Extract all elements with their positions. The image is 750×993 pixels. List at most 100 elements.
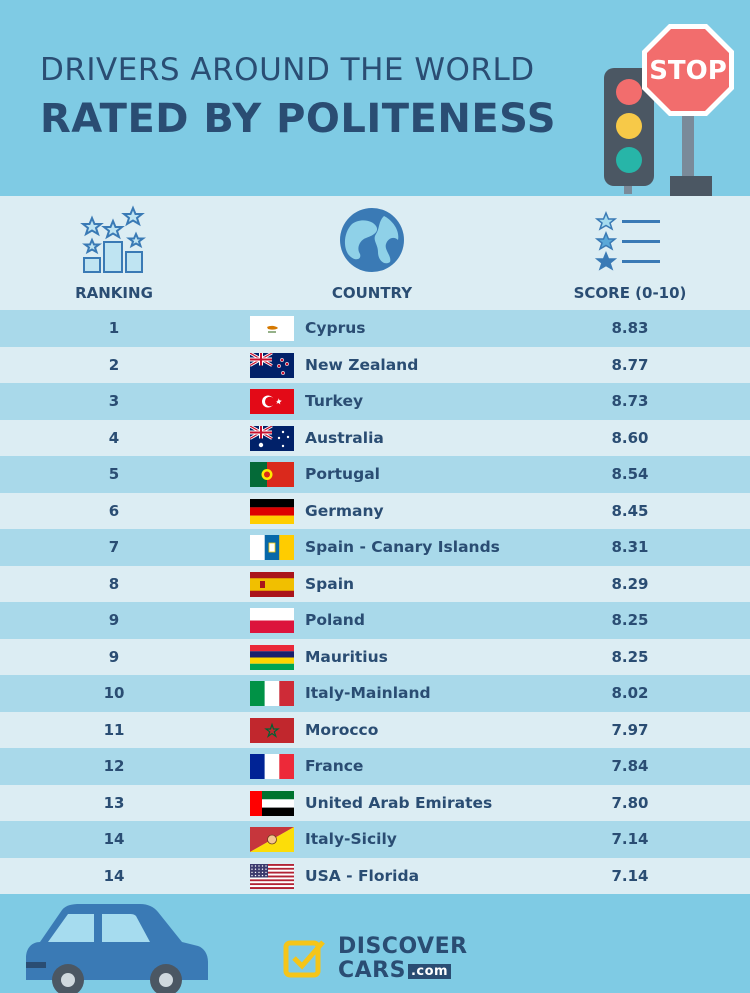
- country-cell: USA - Florida: [305, 866, 420, 885]
- score-cell: 8.02: [611, 684, 649, 702]
- rank-cell: 1: [108, 319, 120, 337]
- rank-cell: 6: [108, 501, 120, 520]
- poland-flag-icon: [250, 608, 294, 633]
- country-cell: Morocco: [305, 720, 379, 739]
- germany-flag-icon: [250, 498, 294, 524]
- rank-cell: 2: [108, 355, 120, 374]
- logo-text-line-2: CARS .com: [338, 958, 452, 983]
- rank-cell: 12: [103, 757, 125, 775]
- score-cell: 8.45: [611, 501, 649, 520]
- score-cell: 7.80: [611, 793, 649, 812]
- rank-cell: 11: [103, 720, 125, 739]
- rank-cell: 8: [108, 574, 120, 593]
- country-cell: Poland: [305, 611, 365, 629]
- logo-text-cars: CARS: [338, 958, 406, 983]
- country-cell: Italy-Mainland: [305, 684, 431, 702]
- table-row: 11 Morocco 7.97: [0, 711, 750, 748]
- logo-suffix: .com: [407, 964, 452, 979]
- table-row: 14 Italy-Sicily 7.14: [0, 821, 750, 858]
- table-row: 8 Spain 8.29: [0, 565, 750, 602]
- table-row: 12 France 7.84: [0, 748, 750, 785]
- usa-flag-icon: [250, 863, 294, 889]
- sicily-flag-icon: [250, 827, 294, 852]
- table-row: 6 Germany 8.45: [0, 492, 750, 529]
- country-cell: Spain - Canary Islands: [305, 538, 500, 556]
- score-list-icon: [594, 211, 660, 271]
- country-cell: Spain: [305, 574, 355, 593]
- country-cell: United Arab Emirates: [305, 793, 493, 812]
- table-row: 3 Turkey 8.73: [0, 383, 750, 420]
- rank-cell: 14: [103, 866, 125, 885]
- score-cell: 8.77: [611, 355, 649, 374]
- canary-islands-flag-icon: [250, 535, 294, 560]
- table-row: 1 Cyprus 8.83: [0, 310, 750, 347]
- table-row: 4 Australia 8.60: [0, 419, 750, 456]
- score-cell: 8.25: [611, 647, 649, 666]
- new-zealand-flag-icon: [250, 352, 294, 378]
- uae-flag-icon: [250, 790, 294, 816]
- portugal-flag-icon: [250, 462, 294, 487]
- country-cell: Turkey: [305, 392, 364, 410]
- column-header-country: COUNTRY: [331, 284, 413, 302]
- rank-cell: 13: [103, 793, 125, 812]
- table-row: 9 Poland 8.25: [0, 602, 750, 639]
- score-cell: 8.29: [611, 574, 649, 593]
- rank-cell: 7: [108, 538, 120, 556]
- table-row: 2 New Zealand 8.77: [0, 346, 750, 383]
- rank-cell: 5: [108, 465, 120, 483]
- logo-text-line-1: DISCOVER: [338, 934, 468, 959]
- rank-cell: 4: [108, 428, 120, 447]
- score-cell: 7.14: [611, 830, 649, 848]
- stop-sign-text: STOP: [649, 56, 727, 86]
- rank-cell: 10: [103, 684, 125, 702]
- table-row: 9 Mauritius 8.25: [0, 638, 750, 675]
- australia-flag-icon: [250, 425, 294, 451]
- france-flag-icon: [250, 754, 294, 779]
- score-cell: 8.25: [611, 611, 649, 629]
- title-line-2: RATED BY POLITENESS: [40, 96, 557, 142]
- cyprus-flag-icon: [250, 316, 294, 341]
- country-cell: Mauritius: [305, 647, 388, 666]
- score-cell: 8.54: [611, 465, 649, 483]
- table-body: 1 Cyprus 8.83 2 New Zealand 8.77 3 Turkey 8.73 4 A…: [0, 310, 750, 894]
- turkey-flag-icon: [250, 389, 294, 414]
- globe-icon: [340, 208, 404, 272]
- rank-cell: 9: [108, 611, 120, 629]
- column-header-ranking: RANKING: [75, 284, 153, 302]
- car-icon: [26, 904, 208, 993]
- rank-cell: 3: [108, 392, 120, 410]
- score-cell: 8.73: [611, 392, 649, 410]
- score-cell: 7.14: [611, 866, 649, 885]
- table-row: 13 United Arab Emirates 7.80: [0, 784, 750, 821]
- logo-check-icon: [283, 940, 325, 978]
- table-row: 14 USA - Florida 7.14: [0, 857, 750, 894]
- rank-cell: 9: [108, 647, 120, 666]
- country-cell: Italy-Sicily: [305, 830, 397, 848]
- country-cell: France: [305, 757, 364, 775]
- score-cell: 8.60: [611, 428, 649, 447]
- country-cell: Australia: [305, 428, 384, 447]
- column-header-score: SCORE (0-10): [573, 284, 687, 302]
- spain-flag-icon: [250, 571, 294, 597]
- rank-cell: 14: [103, 830, 125, 848]
- podium-stars-icon: [80, 205, 146, 273]
- italy-flag-icon: [250, 681, 294, 706]
- country-cell: Germany: [305, 501, 384, 520]
- mauritius-flag-icon: [250, 644, 294, 670]
- country-cell: New Zealand: [305, 355, 419, 374]
- morocco-flag-icon: [250, 717, 294, 743]
- country-cell: Portugal: [305, 465, 380, 483]
- score-cell: 8.31: [611, 538, 649, 556]
- header: DRIVERS AROUND THE WORLD RATED BY POLITE…: [0, 0, 750, 196]
- country-cell: Cyprus: [305, 319, 366, 337]
- column-header-icons: [80, 205, 660, 273]
- traffic-light-stop-sign-icon: STOP: [604, 24, 734, 196]
- score-cell: 8.83: [611, 319, 649, 337]
- table-row: 5 Portugal 8.54: [0, 456, 750, 493]
- table-row: 7 Spain - Canary Islands 8.31: [0, 529, 750, 566]
- score-cell: 7.84: [611, 757, 649, 775]
- score-cell: 7.97: [611, 720, 649, 739]
- table-row: 10 Italy-Mainland 8.02: [0, 675, 750, 712]
- footer: DISCOVER CARS .com: [0, 894, 750, 993]
- title-line-1: DRIVERS AROUND THE WORLD: [40, 52, 535, 88]
